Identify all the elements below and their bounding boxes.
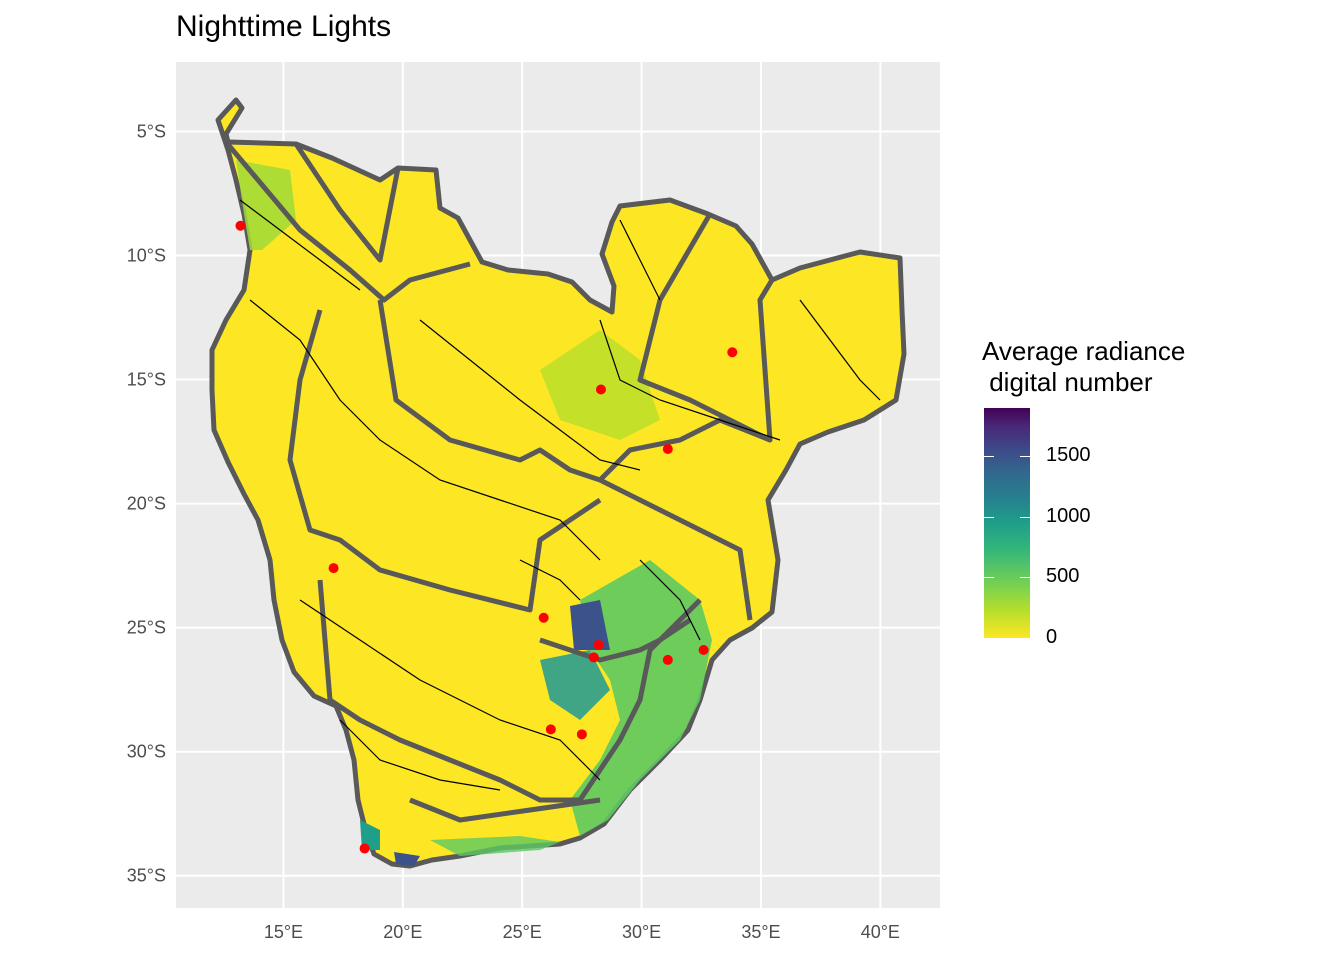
x-tick-label: 25°E bbox=[503, 922, 542, 942]
city-point[interactable] bbox=[576, 729, 587, 740]
y-tick-label: 15°S bbox=[127, 370, 166, 390]
region-outline bbox=[209, 97, 907, 869]
legend-title: Average radiance digital number bbox=[982, 336, 1186, 397]
river bbox=[799, 299, 881, 401]
boundary-line bbox=[409, 797, 601, 823]
city-points bbox=[235, 220, 738, 854]
boundary-line bbox=[377, 299, 771, 483]
river bbox=[599, 319, 781, 441]
boundary-line bbox=[317, 579, 702, 803]
region-south-coast bbox=[430, 836, 560, 856]
city-point[interactable] bbox=[545, 724, 556, 735]
boundary-line bbox=[539, 617, 692, 663]
boundary-line bbox=[287, 309, 602, 613]
x-tick-label: 15°E bbox=[264, 922, 303, 942]
y-tick-label: 35°S bbox=[127, 866, 166, 886]
city-point[interactable] bbox=[698, 644, 709, 655]
legend-tick bbox=[1020, 456, 1030, 458]
rivers bbox=[239, 199, 881, 791]
x-tick-label: 35°E bbox=[741, 922, 780, 942]
legend-label: 1000 bbox=[1046, 504, 1091, 527]
axis-labels: 15°E 20°E 25°E 30°E 35°E 40°E 5°S 10°S 15°S 20°S 2… bbox=[127, 121, 900, 942]
legend-tick bbox=[984, 577, 994, 579]
legend-label: 0 bbox=[1046, 626, 1058, 648]
legend-tick bbox=[984, 516, 994, 518]
city-point[interactable] bbox=[593, 640, 604, 651]
city-point[interactable] bbox=[595, 384, 606, 395]
region-green-nw bbox=[236, 160, 296, 250]
y-tick-label: 20°S bbox=[127, 494, 166, 514]
river bbox=[639, 559, 701, 641]
y-tick-label: 5°S bbox=[137, 121, 166, 141]
region-blue bbox=[570, 600, 610, 650]
legend-tick bbox=[1020, 577, 1030, 579]
river bbox=[239, 199, 361, 291]
region-cape bbox=[360, 820, 380, 850]
legend-tick bbox=[984, 638, 994, 639]
region-cape-blue bbox=[394, 852, 420, 866]
map-title: Nighttime Lights bbox=[176, 10, 392, 43]
x-tick-label: 40°E bbox=[861, 922, 900, 942]
legend-tick bbox=[1020, 638, 1030, 639]
y-tick-label: 25°S bbox=[127, 618, 166, 638]
city-point[interactable] bbox=[359, 843, 370, 854]
legend-tick bbox=[984, 456, 994, 458]
legend-label: 1500 bbox=[1046, 444, 1091, 467]
legend-colorbar bbox=[984, 408, 1030, 638]
river bbox=[249, 299, 601, 561]
boundary-line bbox=[293, 142, 401, 263]
river bbox=[419, 319, 641, 471]
river bbox=[299, 599, 601, 781]
legend-tick bbox=[1020, 516, 1030, 518]
legend-label: 500 bbox=[1046, 565, 1080, 588]
x-tick-label: 20°E bbox=[383, 922, 422, 942]
city-point[interactable] bbox=[662, 654, 673, 665]
city-point[interactable] bbox=[235, 220, 246, 231]
boundary-line bbox=[598, 477, 753, 621]
x-tick-label: 30°E bbox=[622, 922, 661, 942]
river bbox=[619, 219, 661, 301]
river bbox=[519, 559, 581, 601]
river bbox=[339, 719, 501, 791]
city-point[interactable] bbox=[662, 444, 673, 455]
region-teal bbox=[540, 650, 610, 720]
city-point[interactable] bbox=[727, 347, 738, 358]
city-point[interactable] bbox=[538, 612, 549, 623]
y-tick-label: 10°S bbox=[127, 246, 166, 266]
basin-boundaries bbox=[224, 140, 775, 823]
y-tick-label: 30°S bbox=[127, 742, 166, 762]
city-point[interactable] bbox=[588, 652, 599, 663]
city-point[interactable] bbox=[328, 563, 339, 574]
boundary-line bbox=[224, 140, 471, 303]
